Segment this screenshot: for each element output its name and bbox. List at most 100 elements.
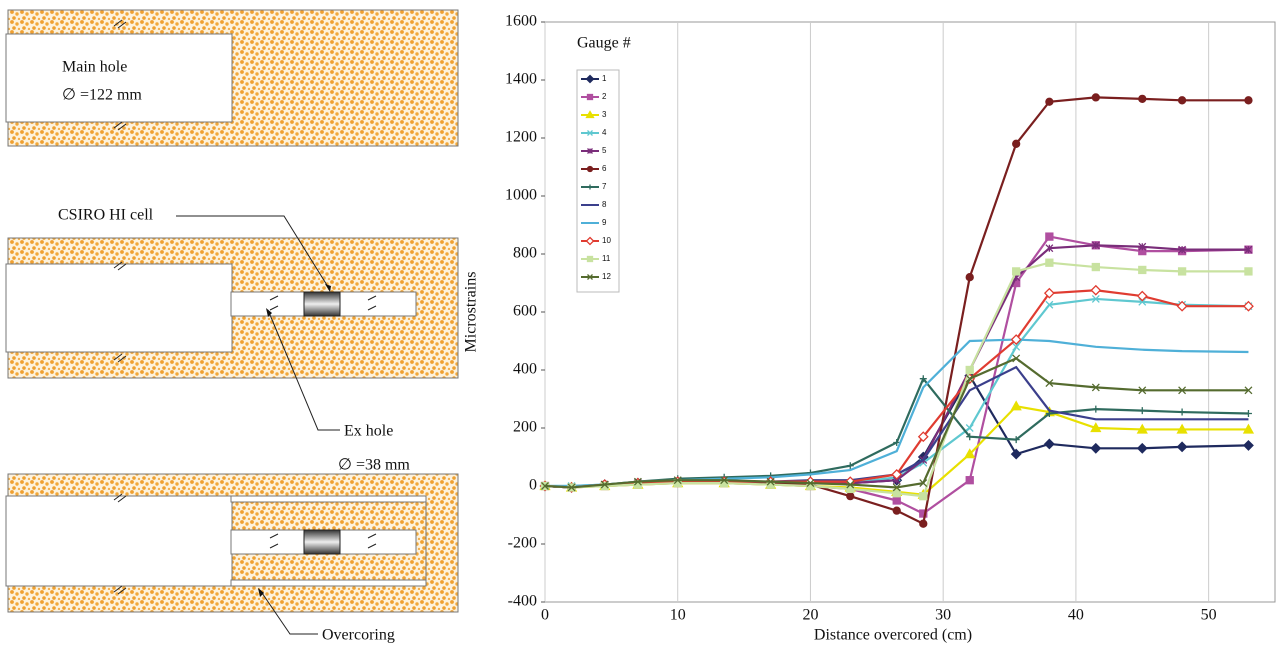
series-group [539, 93, 1255, 528]
marker [846, 462, 854, 470]
series-line [544, 289, 1249, 489]
marker [919, 479, 928, 488]
main-hole [5, 33, 233, 123]
marker [1043, 438, 1055, 450]
y-tick-label: 600 [513, 303, 537, 320]
y-tick-label: 400 [513, 361, 537, 378]
marker [965, 476, 974, 485]
marker [1045, 244, 1054, 253]
marker [919, 519, 928, 528]
marker [892, 496, 901, 505]
marker [1012, 354, 1021, 363]
marker [965, 374, 974, 383]
y-tick-label: 0 [529, 477, 537, 494]
marker [1091, 294, 1100, 303]
marker [1136, 290, 1148, 302]
x-tick-label: 10 [670, 607, 686, 624]
marker [1138, 242, 1147, 251]
overcore-slot [230, 579, 427, 587]
label: ∅ =122 mm [62, 87, 142, 104]
marker [919, 491, 928, 501]
marker [806, 479, 815, 488]
arrow [325, 284, 331, 292]
marker [1136, 423, 1148, 434]
marker [965, 365, 974, 375]
x-tick-label: 50 [1201, 607, 1217, 624]
marker [1045, 232, 1054, 241]
marker [1090, 422, 1102, 433]
marker [585, 110, 595, 119]
marker [1010, 400, 1022, 411]
y-tick-label: 1200 [505, 129, 537, 146]
marker [1244, 386, 1253, 395]
y-tick-label: 1600 [505, 13, 537, 30]
legend-label: 7 [602, 182, 607, 191]
marker [600, 481, 609, 491]
marker [586, 93, 594, 101]
marker [1091, 241, 1100, 250]
legend-label: 2 [602, 92, 607, 101]
marker [846, 480, 855, 489]
chart: Distance overcored (cm) Microstrains 0 10… [463, 13, 1276, 644]
y-tick-label: 1400 [505, 71, 537, 88]
legend-label: 5 [602, 146, 607, 155]
marker [1176, 423, 1188, 434]
marker [966, 433, 974, 441]
marker [1243, 300, 1254, 312]
x-tick-label: 30 [935, 607, 951, 624]
marker [1092, 405, 1100, 413]
marker [1138, 265, 1147, 275]
marker [1045, 258, 1054, 267]
marker [1178, 245, 1187, 254]
marker [893, 439, 901, 446]
marker [766, 477, 775, 486]
marker [846, 491, 855, 501]
marker [1136, 442, 1148, 454]
legend-label: 4 [602, 128, 607, 137]
y-axis-label: Microstrains [463, 272, 480, 353]
marker [633, 477, 642, 486]
y-tick-label: -200 [508, 535, 537, 552]
y-tick-label: 800 [513, 245, 537, 262]
legend-label: 6 [602, 164, 607, 173]
marker [919, 375, 927, 383]
marker [1091, 383, 1100, 392]
plot-area [544, 21, 1276, 603]
leader [267, 309, 340, 431]
legend-box [576, 69, 620, 293]
marker [1242, 423, 1255, 434]
marker [720, 476, 729, 485]
marker [1138, 94, 1147, 103]
main-hole [5, 263, 233, 353]
marker [1010, 334, 1022, 345]
marker [965, 424, 974, 432]
marker [585, 74, 595, 84]
marker [1045, 379, 1054, 388]
marker [917, 431, 929, 443]
label: CSIRO HI cell [58, 207, 154, 224]
diagram: Main hole ∅ =122 mm CSIRO HI cell Ex hol… [5, 9, 459, 644]
leader [176, 215, 331, 291]
marker [1138, 297, 1147, 306]
marker [1177, 267, 1187, 276]
marker [1091, 262, 1100, 272]
series-line [544, 261, 1249, 498]
marker [965, 273, 974, 282]
hatch [113, 261, 377, 363]
leader [259, 589, 318, 635]
legend-label: 9 [602, 218, 607, 227]
y-tick-label: 1000 [505, 187, 537, 204]
label: Ex hole [344, 423, 393, 440]
marker [673, 476, 682, 485]
marker [600, 480, 609, 489]
marker [1244, 96, 1253, 105]
marker [541, 482, 549, 490]
legend-label: 12 [602, 272, 611, 281]
arrow [266, 308, 272, 317]
legend-label: 11 [602, 254, 611, 263]
marker [587, 274, 593, 280]
marker [1012, 267, 1021, 276]
marker [1138, 407, 1146, 415]
